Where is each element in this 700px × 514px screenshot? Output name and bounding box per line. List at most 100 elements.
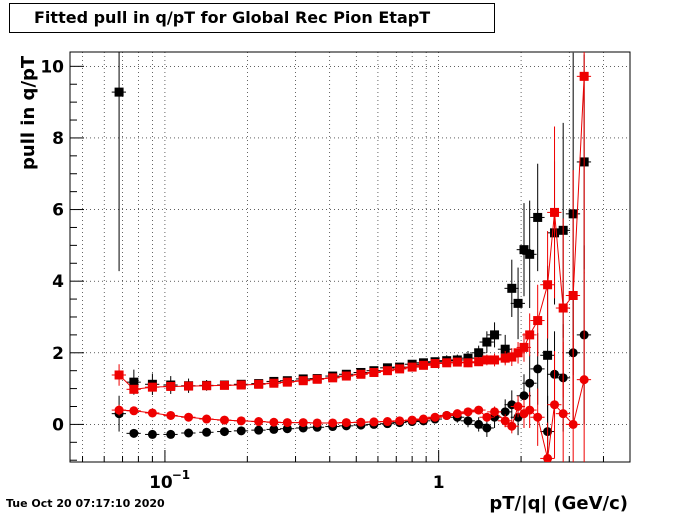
data-point — [219, 427, 229, 437]
data-point — [533, 412, 543, 422]
data-point — [236, 380, 246, 390]
data-point — [500, 416, 510, 426]
series-line — [118, 76, 585, 390]
data-point — [513, 401, 523, 411]
series-layer — [111, 52, 592, 462]
data-point — [166, 429, 176, 439]
data-point — [507, 421, 517, 431]
data-point — [147, 382, 157, 392]
data-point — [114, 87, 124, 97]
data-point — [184, 381, 194, 391]
data-point — [166, 410, 176, 420]
x-tick-label: 10 — [149, 473, 173, 493]
data-point — [519, 391, 529, 401]
x-tick-label-exponent: −1 — [172, 468, 190, 482]
data-point — [430, 412, 440, 422]
data-point — [579, 71, 589, 81]
data-point — [369, 417, 379, 427]
data-point — [558, 303, 568, 313]
data-point — [474, 357, 484, 367]
data-point — [254, 425, 264, 435]
data-point — [328, 373, 338, 383]
data-point — [312, 418, 322, 428]
plot-frame — [69, 51, 631, 463]
data-point — [202, 414, 212, 424]
data-point — [463, 407, 473, 417]
y-tick-label: 2 — [52, 344, 64, 364]
timestamp-label: Tue Oct 20 07:17:10 2020 — [6, 497, 165, 510]
data-point — [500, 353, 510, 363]
data-point — [219, 415, 229, 425]
data-point — [219, 380, 229, 390]
data-point — [442, 410, 452, 420]
chart-title: Fitted pull in q/pT for Global Rec Pion … — [9, 3, 495, 33]
data-point — [482, 337, 492, 347]
data-point — [356, 369, 366, 379]
data-point — [236, 426, 246, 436]
data-point — [114, 370, 124, 380]
data-point — [474, 348, 484, 358]
data-point — [282, 418, 292, 428]
data-point — [543, 453, 553, 462]
data-point — [482, 355, 492, 365]
data-point — [202, 381, 212, 391]
data-point — [490, 330, 500, 340]
data-point — [442, 358, 452, 368]
data-point — [525, 405, 535, 415]
data-point — [452, 409, 462, 419]
series-3 — [111, 52, 592, 421]
data-point — [184, 412, 194, 422]
data-point — [269, 424, 279, 434]
data-point — [298, 418, 308, 428]
data-point — [254, 379, 264, 389]
y-tick-label: 8 — [52, 129, 64, 149]
data-point — [341, 371, 351, 381]
data-point — [507, 352, 517, 362]
y-tick-label: 0 — [52, 415, 64, 435]
data-point — [543, 280, 553, 290]
data-point — [568, 290, 578, 300]
data-layer — [111, 52, 592, 462]
data-point — [519, 342, 529, 352]
y-tick-label: 6 — [52, 201, 64, 221]
grid-layer — [70, 52, 631, 462]
data-point — [550, 207, 560, 217]
data-point — [395, 416, 405, 426]
x-axis-label: pT/|q| (GeV/c) — [489, 493, 628, 514]
data-point — [147, 408, 157, 418]
data-point — [236, 416, 246, 426]
data-point — [474, 419, 484, 429]
data-point — [500, 344, 510, 354]
data-point — [452, 357, 462, 367]
data-point — [382, 417, 392, 427]
data-point — [184, 428, 194, 438]
data-point — [369, 367, 379, 377]
data-point — [490, 355, 500, 365]
data-point — [395, 364, 405, 374]
data-point — [482, 423, 492, 433]
data-point — [147, 429, 157, 439]
data-point — [543, 350, 553, 360]
series-1 — [111, 52, 592, 445]
data-point — [525, 378, 535, 388]
series-4 — [111, 272, 592, 462]
data-point — [482, 412, 492, 422]
data-point — [513, 298, 523, 308]
data-point — [129, 377, 139, 387]
data-point — [463, 353, 473, 363]
data-point — [254, 417, 264, 427]
data-point — [500, 407, 510, 417]
data-point — [550, 400, 560, 410]
data-point — [525, 330, 535, 340]
data-point — [166, 381, 176, 391]
data-point — [269, 378, 279, 388]
data-point — [463, 416, 473, 426]
data-point — [407, 415, 417, 425]
y-tick-label: 4 — [52, 272, 64, 292]
data-point — [298, 376, 308, 386]
data-point — [430, 359, 440, 369]
data-point — [474, 405, 484, 415]
data-point — [533, 364, 543, 374]
data-point — [490, 407, 500, 417]
